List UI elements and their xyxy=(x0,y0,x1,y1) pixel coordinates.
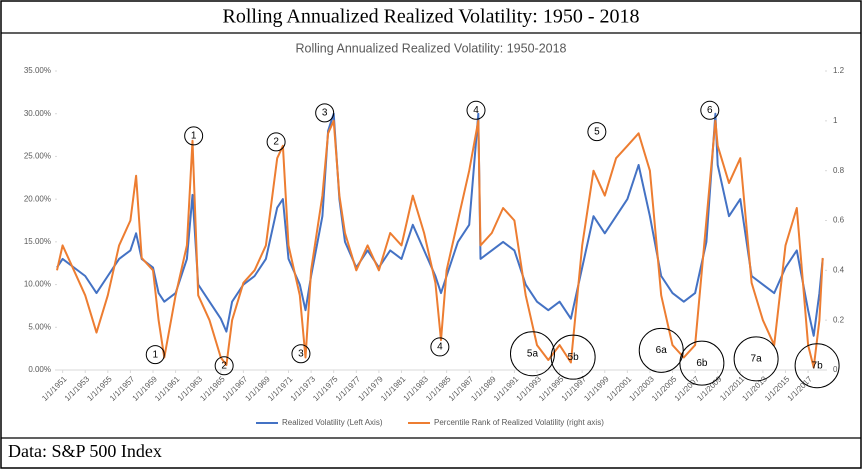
annotation: 3 xyxy=(298,348,304,359)
header: Rolling Annualized Realized Volatility: … xyxy=(223,6,640,28)
footer: Data: S&P 500 Index xyxy=(8,441,162,461)
y-tick-label: 20.00% xyxy=(24,194,51,203)
legend-label: Percentile Rank of Realized Volatility (… xyxy=(434,418,604,427)
annotation: 3 xyxy=(322,108,328,119)
y-tick-label: 30.00% xyxy=(24,109,51,118)
annotation-circle xyxy=(184,126,204,146)
y2-tick-label: 0.2 xyxy=(833,315,845,324)
annotation-circle xyxy=(266,132,286,152)
series-line xyxy=(56,112,824,337)
y-tick-label: 10.00% xyxy=(24,280,51,289)
y2-tick-label: 0.8 xyxy=(833,166,845,175)
annotation-circle xyxy=(315,103,335,123)
annotation: 1 xyxy=(191,131,197,142)
annotation-circle xyxy=(291,344,311,364)
annotation-circle xyxy=(214,356,234,376)
annotation: 2 xyxy=(221,360,227,371)
annotation-circle xyxy=(466,100,486,120)
annotation-circle xyxy=(679,340,725,386)
y2-tick-label: 0 xyxy=(833,365,838,374)
annotation: 6a xyxy=(656,345,668,356)
annotation-circle xyxy=(638,327,684,373)
annotation-circle xyxy=(733,336,779,382)
legend-label: Realized Volatility (Left Axis) xyxy=(282,418,383,427)
y-tick-label: 15.00% xyxy=(24,237,51,246)
annotation-circle xyxy=(145,345,165,365)
annotation: 6 xyxy=(707,105,713,116)
annotation-circle xyxy=(509,331,555,377)
y-tick-label: 35.00% xyxy=(24,66,51,75)
annotation: 6b xyxy=(696,358,708,369)
annotation: 5 xyxy=(594,126,600,137)
annotation: 7a xyxy=(751,354,763,365)
y2-tick-label: 0.4 xyxy=(833,265,845,274)
annotation-circle xyxy=(430,337,450,357)
y-tick-label: 5.00% xyxy=(28,322,51,331)
annotation-circle xyxy=(550,334,596,380)
chart-title: Rolling Annualized Realized Volatility: … xyxy=(295,41,566,55)
y-tick-label: 0.00% xyxy=(28,365,51,374)
series-line xyxy=(56,119,824,369)
annotation: 4 xyxy=(437,342,443,353)
annotation: 4 xyxy=(473,105,479,116)
annotation: 5b xyxy=(568,352,580,363)
annotation: 5a xyxy=(527,348,539,359)
annotation-circle xyxy=(700,100,720,120)
annotation: 7b xyxy=(812,360,824,371)
y2-tick-label: 1.2 xyxy=(833,66,845,75)
annotation: 2 xyxy=(273,137,279,148)
y-tick-label: 25.00% xyxy=(24,152,51,161)
annotation-circle xyxy=(587,122,607,142)
annotation-circle xyxy=(794,343,840,389)
y2-tick-label: 1 xyxy=(833,116,838,125)
y2-tick-label: 0.6 xyxy=(833,216,845,225)
annotation: 1 xyxy=(152,349,158,360)
